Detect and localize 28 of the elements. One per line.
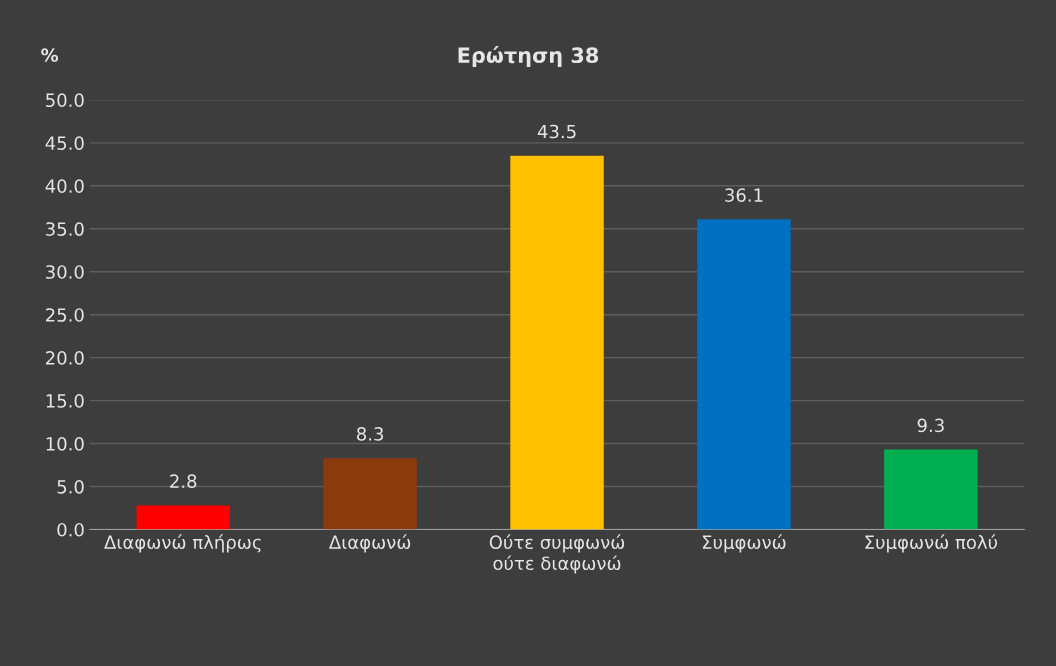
bar — [697, 219, 791, 530]
y-tick-label: 15.0 — [46, 394, 84, 408]
data-label: 43.5 — [537, 124, 576, 139]
x-tick-label: Διαφωνώ πλήρως — [104, 534, 261, 553]
y-tick-label: 25.0 — [46, 308, 84, 322]
x-tick-label: Διαφωνώ — [328, 534, 411, 553]
y-tick-label: 35.0 — [46, 222, 84, 236]
bar — [510, 155, 604, 530]
data-label: 2.8 — [170, 474, 197, 489]
x-tick-label: Συμφωνώ — [702, 534, 786, 553]
bar — [884, 449, 978, 530]
y-tick-label: 10.0 — [46, 437, 84, 451]
x-tick-label: Ούτε συμφωνώ ούτε διαφωνώ — [489, 534, 625, 574]
y-tick-label: 30.0 — [46, 265, 84, 279]
bar — [136, 505, 230, 530]
y-axis-title: % — [41, 48, 59, 62]
y-tick-label: 0.0 — [57, 522, 84, 537]
y-tick-label: 50.0 — [46, 93, 84, 108]
y-tick-label: 5.0 — [57, 479, 84, 494]
y-tick-label: 40.0 — [45, 179, 84, 193]
data-label: 36.1 — [725, 188, 763, 202]
y-tick-label: 20.0 — [46, 351, 84, 365]
chart-title: Ερώτηση 38 — [458, 46, 599, 68]
x-tick-label: Συμφωνώ πολύ — [865, 534, 997, 553]
data-label: 9.3 — [917, 418, 944, 433]
y-tick-label: 45.0 — [45, 136, 84, 150]
bar — [323, 458, 417, 530]
data-label: 8.3 — [357, 427, 384, 441]
